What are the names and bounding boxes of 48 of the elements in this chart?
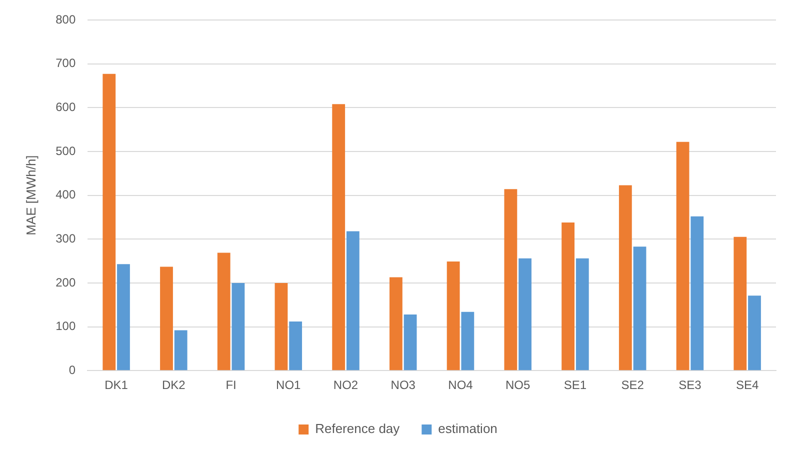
bar [734, 236, 747, 370]
x-tick-label: NO3 [390, 378, 416, 392]
x-tick-label: DK2 [162, 378, 186, 392]
bar [217, 252, 230, 370]
x-tick-label: NO5 [506, 378, 531, 392]
bar [618, 185, 632, 370]
y-tick-label: 800 [56, 12, 76, 26]
x-tick-label: SE3 [678, 378, 702, 392]
bar [102, 74, 116, 370]
bar [676, 142, 690, 370]
bar [346, 231, 360, 370]
bar [576, 258, 589, 370]
bar [117, 264, 130, 370]
x-tick-label: SE4 [736, 378, 759, 392]
legend-label: estimation [438, 421, 498, 436]
bar [289, 322, 302, 370]
bar [404, 314, 417, 370]
bar [562, 222, 575, 370]
y-tick-label: 600 [56, 100, 76, 114]
y-tick-label: 200 [56, 275, 76, 290]
y-tick-label: 700 [56, 56, 76, 70]
x-tick-label: NO4 [448, 378, 474, 392]
x-tick-label: SE1 [564, 378, 587, 392]
bar [690, 216, 704, 370]
x-tick-label: FI [226, 378, 236, 392]
bar [390, 277, 402, 370]
bar [274, 282, 288, 370]
bar [748, 296, 761, 370]
bar [332, 104, 346, 370]
legend-label: Reference day [315, 421, 400, 436]
y-tick-label: 300 [56, 231, 76, 246]
bar [518, 258, 532, 370]
y-tick-label: 400 [56, 188, 76, 202]
y-tick-label: 0 [68, 362, 76, 377]
y-tick-label: 500 [56, 144, 76, 158]
y-axis-title: MAE [MWh/h] [23, 155, 38, 236]
bar [446, 261, 460, 370]
bar [232, 282, 245, 370]
bar [504, 189, 518, 370]
x-tick-label: NO2 [333, 378, 358, 392]
y-tick-label: 100 [56, 319, 76, 334]
bar [633, 246, 646, 370]
x-tick-label: SE2 [621, 378, 644, 392]
x-tick-label: DK1 [104, 378, 128, 392]
bar [174, 330, 188, 370]
x-tick-label: NO1 [276, 378, 302, 392]
bar [461, 312, 474, 370]
bar [160, 266, 173, 370]
